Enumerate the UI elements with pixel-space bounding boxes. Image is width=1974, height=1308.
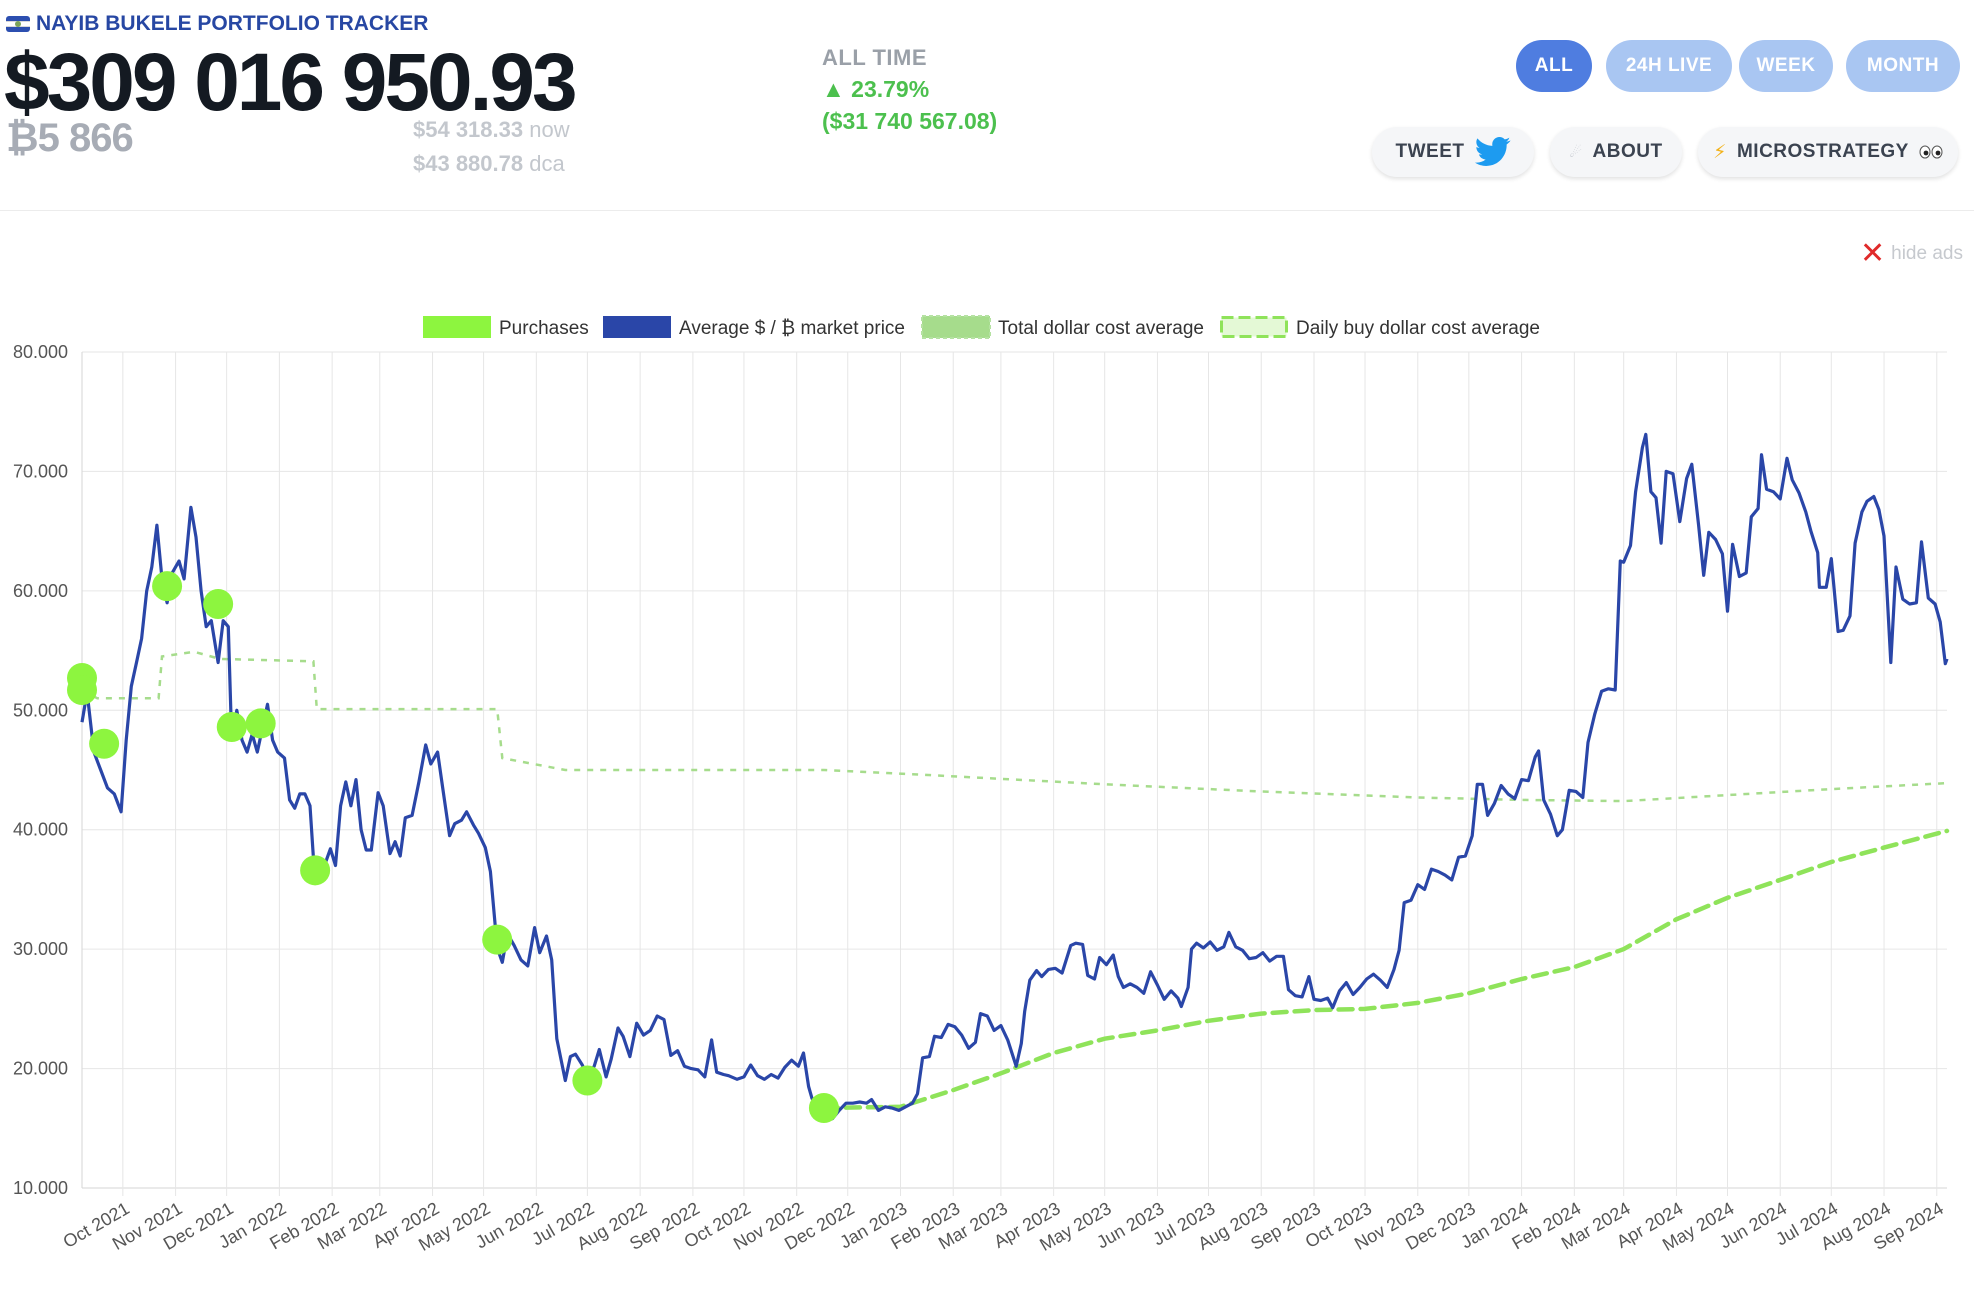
legend-swatch-total-dca: [921, 315, 991, 339]
portfolio-total-value: $309 016 950.93: [4, 37, 578, 128]
price-now-value: $54 318.33: [413, 117, 524, 142]
tab-month[interactable]: MONTH: [1846, 40, 1960, 92]
purchase-point: [808, 1092, 839, 1123]
tweet-button[interactable]: TWEET: [1372, 127, 1534, 177]
microstrategy-label: MICROSTRATEGY: [1736, 141, 1909, 162]
legend-label: Purchases: [499, 318, 589, 339]
price-dca: $43 880.78 dca: [413, 151, 565, 177]
total-dca-line: [81, 650, 1948, 803]
purchase-markers: [67, 571, 839, 1123]
tab-all[interactable]: ALL: [1516, 40, 1592, 92]
legend-label: Total dollar cost average: [998, 318, 1204, 339]
y-tick-label: 10.000: [13, 1178, 68, 1198]
price-now-suffix: now: [529, 117, 570, 142]
legend-swatch-market: [603, 316, 671, 338]
tab-week[interactable]: WEEK: [1739, 40, 1833, 92]
legend-item: Total dollar cost average: [921, 315, 1204, 339]
brand-text: NAYIB BUKELE PORTFOLIO TRACKER: [36, 12, 429, 35]
market-price-line: [80, 432, 1949, 1121]
legend-item: Daily buy dollar cost average: [1220, 316, 1540, 339]
y-tick-label: 50.000: [13, 700, 68, 720]
about-icon: ☄: [1569, 143, 1583, 160]
tweet-label: TWEET: [1395, 141, 1465, 162]
purchase-point: [216, 712, 247, 743]
twitter-bird-icon: [1474, 137, 1510, 166]
legend-item: Average $ / ₿ market price: [603, 316, 905, 339]
eyes-icon: [1919, 145, 1943, 159]
chart-series: [80, 432, 1950, 1121]
el-salvador-flag-icon: [6, 16, 30, 32]
lightning-icon: ⚡: [1713, 141, 1727, 163]
alltime-value: ($31 740 567.08): [822, 108, 998, 134]
hide-ads-button[interactable]: ✕ hide ads: [1860, 237, 1963, 270]
legend-swatch-purchases: [423, 316, 491, 338]
close-icon: ✕: [1860, 237, 1886, 270]
brand-title[interactable]: NAYIB BUKELE PORTFOLIO TRACKER: [6, 12, 428, 36]
hide-ads-label: hide ads: [1891, 243, 1963, 264]
legend-item: Purchases: [423, 316, 589, 339]
purchase-point: [482, 924, 513, 955]
y-axis: 10.000 20.000 30.000 40.000 50.000 60.000 70.0…: [13, 342, 68, 1198]
purchase-point: [300, 855, 331, 886]
about-label: ABOUT: [1592, 141, 1663, 162]
price-dca-value: $43 880.78: [413, 151, 524, 176]
y-tick-label: 40.000: [13, 820, 68, 840]
legend-label: Average $ / ₿ market price: [679, 318, 905, 339]
y-tick-label: 60.000: [13, 581, 68, 601]
purchase-point: [67, 674, 97, 705]
tab-24h-live[interactable]: 24H LIVE: [1606, 40, 1732, 92]
y-tick-label: 30.000: [13, 939, 68, 959]
y-tick-label: 20.000: [13, 1059, 68, 1079]
purchase-point: [152, 571, 183, 602]
purchase-point: [572, 1065, 603, 1096]
about-button[interactable]: ☄ ABOUT: [1550, 127, 1682, 177]
header-divider: [0, 210, 1974, 211]
purchase-point: [89, 728, 120, 759]
purchase-point: [203, 588, 234, 619]
daily-dca-line: [821, 828, 1950, 1111]
alltime-percent: ▲ 23.79%: [822, 76, 930, 102]
microstrategy-button[interactable]: ⚡ MICROSTRATEGY: [1698, 127, 1958, 177]
y-tick-label: 80.000: [13, 342, 68, 362]
price-dca-suffix: dca: [529, 151, 565, 176]
legend-swatch-daily-dca: [1220, 316, 1288, 338]
purchase-point: [245, 708, 276, 739]
alltime-label: ALL TIME: [822, 45, 928, 70]
y-tick-label: 70.000: [13, 461, 68, 481]
legend-label: Daily buy dollar cost average: [1296, 318, 1540, 339]
price-now: $54 318.33 now: [413, 117, 570, 143]
btc-holdings: ₿5 866: [6, 116, 134, 160]
chart-legend: Purchases Average $ / ₿ market price Total…: [423, 315, 1540, 339]
